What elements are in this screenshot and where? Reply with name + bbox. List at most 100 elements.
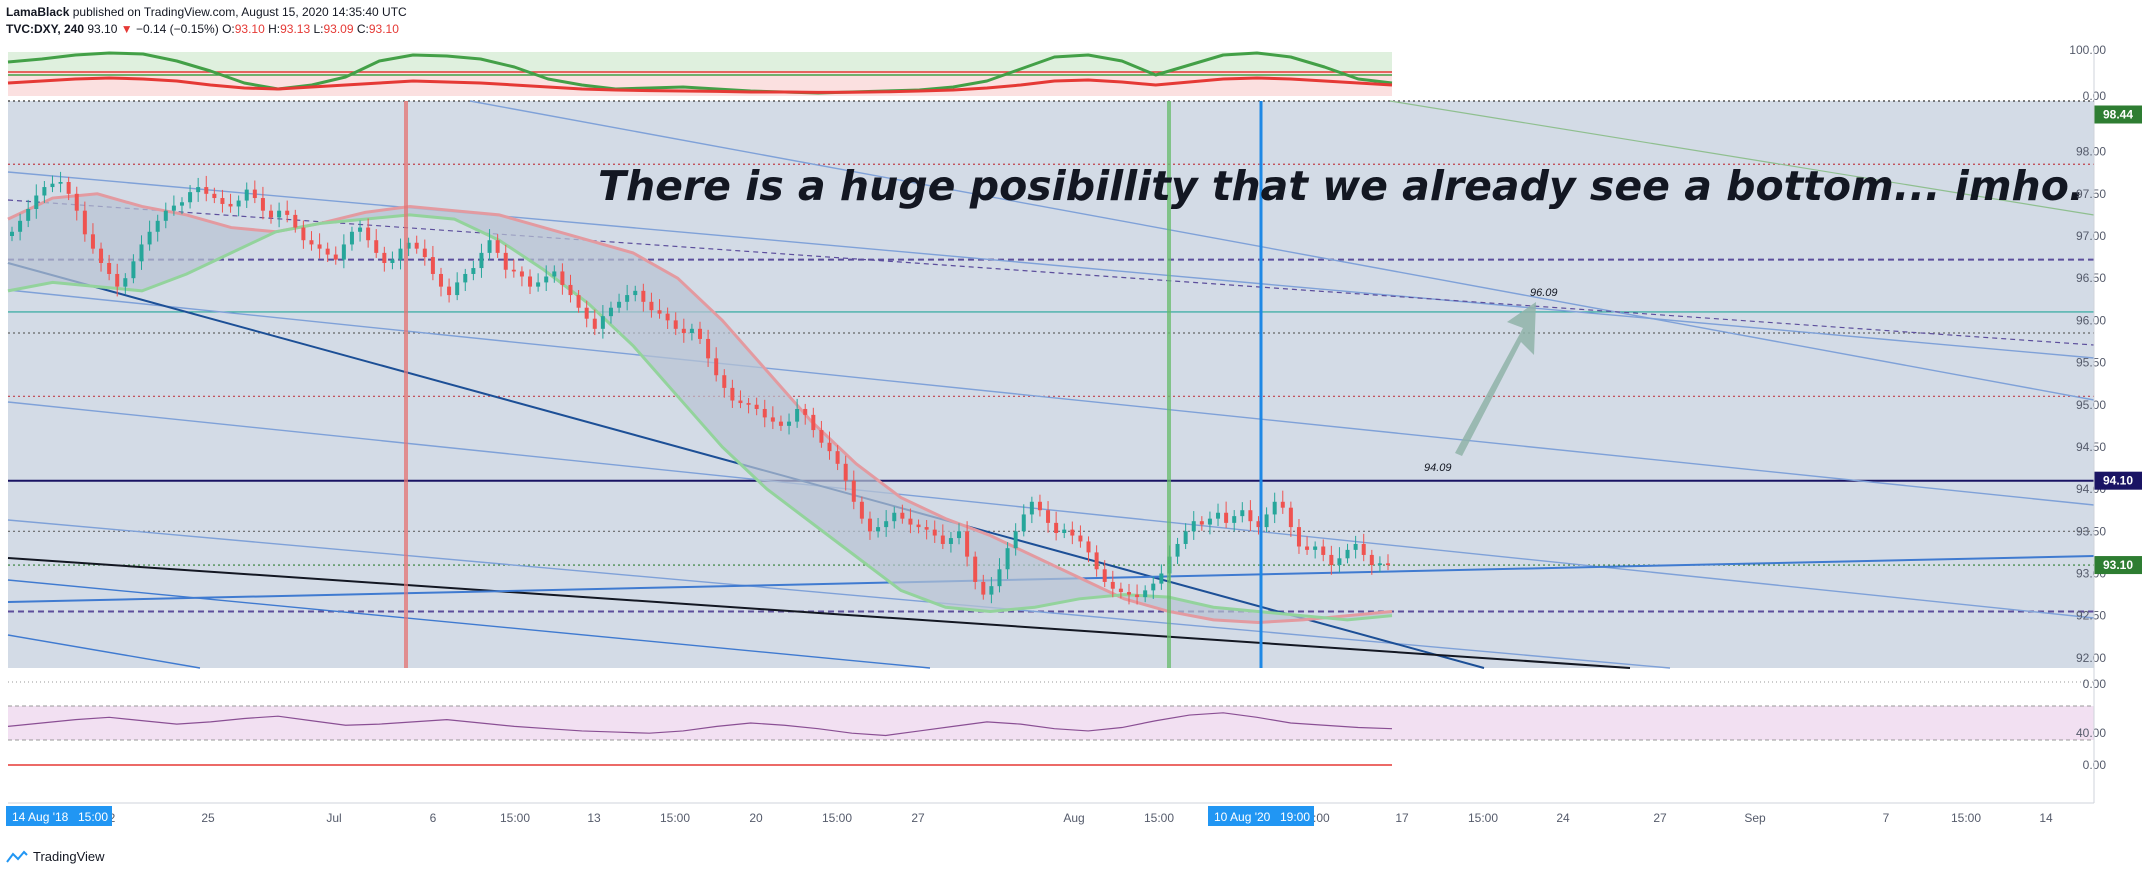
price-label-0: 98.44 (2103, 108, 2133, 122)
candle (730, 379, 735, 408)
candle (698, 321, 702, 344)
x-tick-4: 15:00 (500, 811, 530, 825)
candle (973, 551, 978, 590)
candle (349, 226, 354, 251)
x-tick-7: 20 (749, 811, 763, 825)
candle (770, 406, 775, 430)
candle (1369, 549, 1374, 575)
candle (754, 397, 759, 416)
candle (851, 470, 856, 510)
candle (1143, 585, 1148, 603)
candle (260, 186, 265, 220)
candle (1232, 510, 1237, 532)
candle (1046, 501, 1051, 533)
candle (252, 180, 257, 204)
x-tick-0: 2 (109, 811, 116, 825)
candle (948, 531, 953, 553)
highlight-time-label: 19:00 (1280, 810, 1310, 824)
x-tick-9: 27 (911, 811, 925, 825)
candle (74, 186, 79, 221)
candle (778, 415, 783, 431)
candle (42, 180, 47, 203)
candle (422, 239, 427, 266)
candle (196, 177, 201, 202)
lower-band-line (7, 213, 1393, 622)
x-tick-19: 7 (1883, 811, 1890, 825)
candle (1191, 511, 1196, 540)
candle (900, 504, 905, 524)
price-label-2: 93.10 (2103, 558, 2133, 572)
candle (1110, 570, 1115, 598)
candle (600, 305, 605, 339)
candle (1183, 523, 1188, 550)
symbol-name[interactable]: TVC:DXY, 240 (6, 22, 85, 36)
candle (1086, 536, 1091, 563)
candle (171, 195, 176, 216)
candle (1337, 547, 1342, 573)
candle (835, 445, 840, 471)
candle (617, 293, 622, 313)
time-label-left[interactable]: 14 Aug '18 15:00 (6, 806, 112, 826)
x-tick-15: 15:00 (1468, 811, 1498, 825)
candle (1386, 554, 1390, 571)
candle (1175, 537, 1180, 565)
candle (957, 523, 962, 545)
candle (1013, 523, 1018, 556)
candle (714, 347, 719, 382)
high-label: H: (268, 22, 281, 36)
candle (641, 283, 646, 312)
rsi-pane: 40.00 0.00 (7, 705, 2106, 772)
candle (26, 199, 31, 228)
rsi-line (7, 712, 1393, 737)
candle (689, 323, 694, 341)
osc-tick-top: 100.00 (2069, 43, 2106, 57)
chart-annotation-text[interactable]: There is a huge posibillity that we alre… (598, 162, 2084, 210)
x-tick-14: 17 (1395, 811, 1409, 825)
candle (18, 213, 23, 241)
candle (519, 266, 524, 287)
candle (438, 267, 443, 297)
low-value: 93.09 (323, 22, 354, 36)
channel-line-1 (469, 100, 2095, 401)
candle (463, 268, 468, 292)
candle (892, 506, 897, 529)
candle (649, 292, 654, 318)
symbol-line: TVC:DXY, 240 93.10 ▼ −0.14 (−0.15%) O:93… (6, 21, 407, 38)
channel-line-green (1389, 100, 2095, 216)
candle (99, 242, 104, 272)
x-tick-21: 14 (2039, 811, 2053, 825)
x-tick-17: 27 (1653, 811, 1667, 825)
x-tick-5: 13 (587, 811, 601, 825)
candle (608, 301, 613, 324)
candle (843, 455, 848, 491)
candle (932, 520, 937, 543)
candle (568, 274, 573, 303)
candle (738, 390, 743, 409)
candle (236, 195, 241, 217)
candle (1345, 543, 1350, 564)
candle (406, 237, 411, 257)
candle (58, 171, 63, 193)
candle (269, 204, 274, 224)
candle (220, 189, 225, 213)
candle (123, 273, 128, 295)
candle (447, 278, 452, 303)
osc-green-line (7, 51, 1393, 95)
oscillator-pane: 100.00 0.00 (7, 43, 2106, 103)
open-value: 93.10 (234, 22, 265, 36)
candle (625, 284, 630, 311)
tradingview-brand[interactable]: TradingView (6, 849, 105, 864)
left-time-label: 15:00 (78, 810, 108, 824)
candle (1005, 542, 1010, 580)
candle (908, 508, 913, 534)
candle (1135, 584, 1140, 605)
time-label-highlight[interactable]: 10 Aug '20 19:00 (1208, 806, 1314, 826)
vertical-markers (404, 101, 1263, 668)
author-name[interactable]: LamaBlack (6, 5, 70, 19)
candle (1199, 516, 1204, 531)
candle (1329, 545, 1334, 575)
candle (1094, 545, 1099, 577)
candle (706, 329, 711, 367)
candle (50, 175, 55, 193)
